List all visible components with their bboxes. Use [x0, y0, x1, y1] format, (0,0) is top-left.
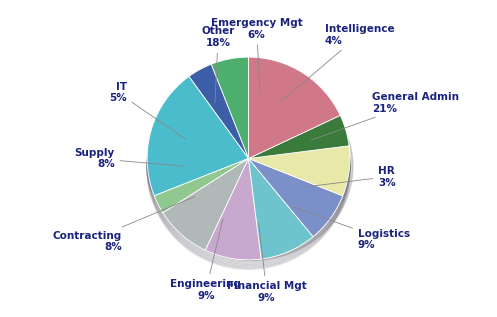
Wedge shape — [147, 76, 248, 196]
Wedge shape — [211, 57, 248, 158]
Text: General Admin
21%: General Admin 21% — [312, 92, 459, 140]
Wedge shape — [248, 158, 313, 259]
Text: Engineering
9%: Engineering 9% — [170, 219, 242, 301]
Wedge shape — [163, 158, 248, 250]
Wedge shape — [154, 158, 248, 213]
Text: Emergency Mgt
6%: Emergency Mgt 6% — [211, 18, 303, 94]
Wedge shape — [248, 158, 343, 236]
Text: Intelligence
4%: Intelligence 4% — [281, 24, 394, 102]
Wedge shape — [248, 146, 350, 196]
Wedge shape — [205, 158, 261, 260]
Wedge shape — [154, 158, 248, 213]
Wedge shape — [248, 158, 343, 236]
Wedge shape — [248, 115, 349, 158]
Wedge shape — [248, 115, 349, 158]
Text: Financial Mgt
9%: Financial Mgt 9% — [227, 223, 307, 303]
Wedge shape — [163, 158, 248, 250]
Wedge shape — [248, 57, 340, 158]
Ellipse shape — [150, 73, 353, 260]
Text: Logistics
9%: Logistics 9% — [293, 207, 410, 250]
Wedge shape — [248, 57, 340, 158]
Text: HR
3%: HR 3% — [307, 166, 396, 188]
Wedge shape — [147, 76, 248, 196]
Text: IT
5%: IT 5% — [109, 82, 186, 139]
Text: Supply
8%: Supply 8% — [75, 148, 183, 169]
Wedge shape — [189, 64, 248, 158]
Text: Other
18%: Other 18% — [201, 26, 235, 103]
Wedge shape — [205, 158, 261, 260]
Wedge shape — [189, 64, 248, 158]
Text: Contracting
8%: Contracting 8% — [53, 197, 195, 252]
Wedge shape — [211, 57, 248, 158]
Wedge shape — [248, 158, 313, 259]
Wedge shape — [248, 146, 350, 196]
